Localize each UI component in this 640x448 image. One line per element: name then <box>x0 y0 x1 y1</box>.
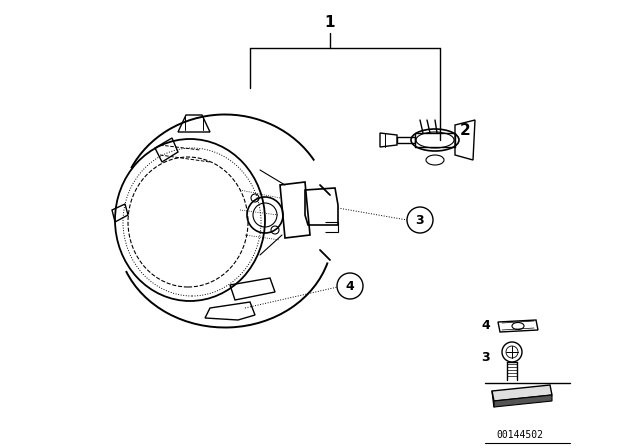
Text: 00144502: 00144502 <box>497 430 543 440</box>
Text: 4: 4 <box>346 280 355 293</box>
Text: 4: 4 <box>481 319 490 332</box>
Polygon shape <box>492 385 552 401</box>
Text: 2: 2 <box>460 122 471 138</box>
Circle shape <box>337 273 363 299</box>
Circle shape <box>407 207 433 233</box>
Polygon shape <box>494 395 552 407</box>
Text: 1: 1 <box>324 15 335 30</box>
Text: 3: 3 <box>416 214 424 227</box>
Text: 3: 3 <box>481 350 490 363</box>
